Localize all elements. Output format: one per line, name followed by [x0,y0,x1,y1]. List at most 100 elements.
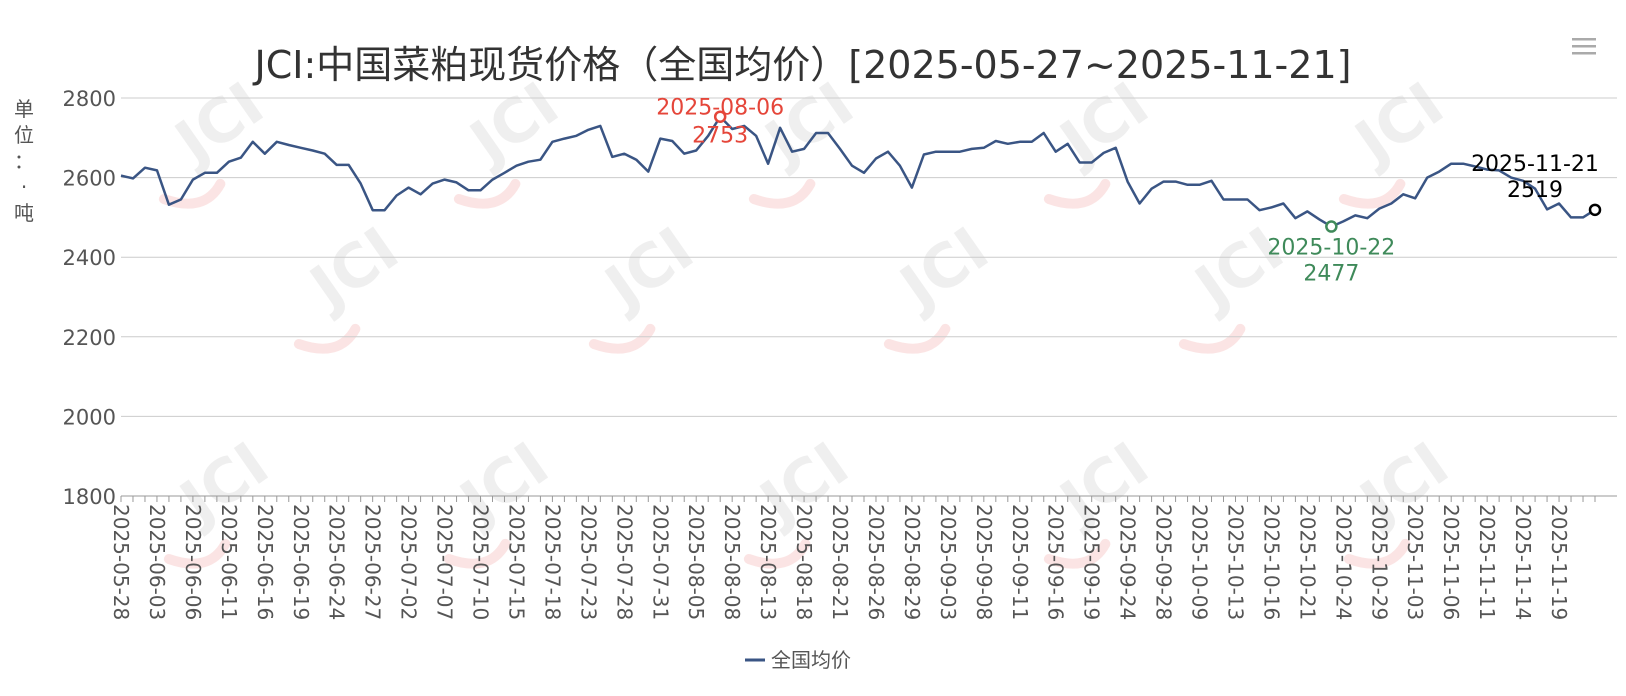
x-tick-label: 2025-09-08 [972,504,996,620]
x-tick-label: 2025-08-13 [756,504,780,620]
watermark-logo: JCI [158,69,276,209]
x-tick-label: 2025-11-14 [1511,504,1535,620]
x-tick-label: 2025-08-08 [720,504,744,620]
watermark-logo: JCI [883,214,1001,354]
x-tick-label: 2025-08-05 [684,504,708,620]
x-tick-label: 2025-10-29 [1367,504,1391,620]
x-tick-label: 2025-09-28 [1152,504,1176,620]
x-tick-label: 2025-08-29 [900,504,924,620]
max-point-marker [713,110,727,123]
watermark-logo: JCI [1043,69,1161,209]
series-layer [120,115,1596,228]
x-tick-label: 2025-10-21 [1295,504,1319,620]
watermark-swoosh [748,178,816,209]
last-point-date-label: 2025-11-21 [1471,152,1599,177]
x-tick-label: 2025-08-26 [864,504,888,620]
x-tick-label: 2025-09-03 [936,504,960,620]
y-axis-label-char: ： [14,149,34,173]
x-tick-label: 2025-11-06 [1439,504,1463,620]
watermark-logo: JCI [453,69,571,209]
y-tick-label: 2600 [63,167,116,191]
x-tick-label: 2025-09-24 [1116,504,1140,620]
watermark-swoosh [1043,178,1111,209]
y-axis-label-char: 单 [14,97,34,121]
watermark-text: JCI [1180,214,1296,325]
watermark-logo: JCI [1338,69,1456,209]
watermark-logo: JCI [293,214,411,354]
x-tick-label: 2025-08-21 [828,504,852,620]
x-tick-label: 2025-07-10 [469,504,493,620]
y-axis-label-char: 位 [14,123,34,147]
x-tick-label: 2025-07-02 [397,504,421,620]
x-tick-label: 2025-07-07 [433,504,457,620]
x-axis: 2025-05-28 2025-06-03 2025-06-06 2025-06-11… [109,495,1617,620]
series-line-全国均价 [120,115,1596,228]
x-tick-label: 2025-07-31 [648,504,672,620]
watermark-swoosh [443,538,511,569]
y-tick-label: 2400 [63,246,116,270]
hamburger-menu-icon[interactable] [1570,34,1596,80]
x-tick-label: 2025-08-18 [792,504,816,620]
y-tick-label: 2200 [63,326,116,350]
x-tick-label: 2025-06-19 [289,504,313,620]
watermark-logo: JCI [588,214,706,354]
last-point-marker [1588,203,1602,217]
x-tick-label: 2025-09-16 [1044,504,1068,620]
x-tick-label: 2025-06-24 [325,504,349,620]
watermark-swoosh [1338,178,1406,209]
x-tick-label: 2025-10-24 [1331,504,1355,620]
watermark-swoosh [163,538,231,569]
x-tick-label: 2025-06-16 [253,504,277,620]
min-point-date-label: 2025-10-22 [1267,236,1395,261]
x-tick-label: 2025-09-11 [1008,504,1032,620]
watermark-text: JCI [590,214,706,325]
x-tick-label: 2025-05-28 [109,504,133,620]
y-axis-label-char: · [21,175,27,199]
x-tick-label: 2025-06-11 [217,504,241,620]
x-tick-label: 2025-10-16 [1259,504,1283,620]
x-tick-label: 2025-06-03 [145,504,169,620]
chart-title: JCI:中国菜粕现货价格（全国均价）[2025-05-27~2025-11-21… [253,43,1352,87]
max-point-date-label: 2025-08-06 [656,96,784,121]
last-point-value-label: 2519 [1507,178,1563,203]
y-axis: 1800 2000 2200 2400 2600 2800 [63,87,116,509]
x-tick-label: 2025-10-13 [1223,504,1247,620]
x-tick-label: 2025-07-18 [540,504,564,620]
x-tick-label: 2025-09-19 [1080,504,1104,620]
legend[interactable]: 全国均价 [745,648,851,672]
watermark-swoosh [293,323,361,354]
watermark-text: JCI [885,214,1001,325]
y-axis-label: 单位：·吨 [14,97,34,225]
x-tick-label: 2025-11-19 [1547,504,1571,620]
x-tick-label: 2025-07-15 [504,504,528,620]
x-tick-label: 2025-07-23 [576,504,600,620]
watermark-swoosh [158,178,226,209]
x-tick-label: 2025-06-27 [361,504,385,620]
min-point-value-label: 2477 [1303,262,1359,287]
watermark-swoosh [453,178,521,209]
y-axis-label-char: 吨 [14,201,34,225]
y-tick-label: 2000 [63,405,116,429]
max-point-value-label: 2753 [692,124,748,149]
x-tick-label: 2025-11-03 [1403,504,1427,620]
y-tick-label: 1800 [63,485,116,509]
watermark-swoosh [588,323,656,354]
y-tick-label: 2800 [63,87,116,111]
watermark-swoosh [743,538,811,569]
x-tick-label: 2025-06-06 [181,504,205,620]
x-tick-label: 2025-10-09 [1188,504,1212,620]
watermark-text: JCI [295,214,411,325]
x-tick-label: 2025-11-11 [1475,504,1499,620]
watermark-swoosh [1178,323,1246,354]
watermark-text: JCI [1340,69,1456,180]
x-tick-label: 2025-07-28 [612,504,636,620]
watermark-swoosh [883,323,951,354]
watermark-swoosh [1343,538,1411,569]
watermark-swoosh [1043,538,1111,569]
min-point-marker [1325,220,1338,233]
legend-label: 全国均价 [771,648,851,672]
